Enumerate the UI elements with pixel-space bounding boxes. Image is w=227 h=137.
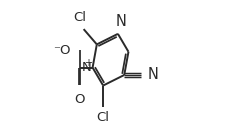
Text: ⁻O: ⁻O — [54, 44, 71, 57]
Text: Cl: Cl — [97, 111, 110, 124]
Text: Cl: Cl — [74, 11, 86, 24]
Text: +: + — [84, 58, 92, 68]
Text: N: N — [148, 68, 159, 82]
Text: O: O — [75, 93, 85, 106]
Text: N: N — [116, 14, 126, 29]
Text: N: N — [82, 61, 92, 74]
